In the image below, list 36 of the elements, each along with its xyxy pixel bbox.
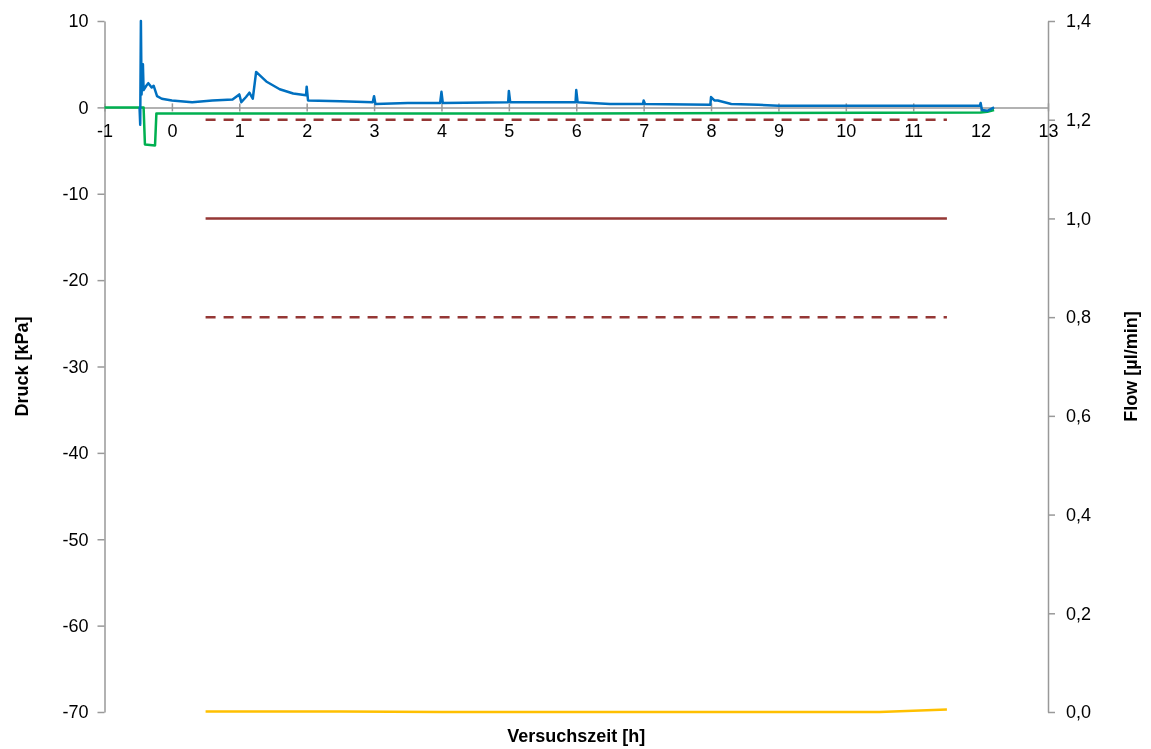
- x-tick-label: 1: [234, 121, 245, 142]
- y2-axis-title: Flow [µl/min]: [1121, 311, 1141, 422]
- x-tick-label: 8: [706, 121, 717, 142]
- x-tick-label: 2: [302, 121, 313, 142]
- y-tick-label: -20: [62, 270, 89, 291]
- y2-tick-label: 0,6: [1066, 406, 1092, 427]
- y-tick-label: -10: [62, 184, 89, 205]
- y-tick-label: -50: [62, 529, 89, 550]
- y2-tick-label: 0,2: [1066, 603, 1092, 624]
- y-axis-title: Druck [kPa]: [12, 316, 32, 417]
- y-tick-label: -70: [62, 702, 89, 723]
- y-tick-label: -30: [62, 356, 89, 377]
- x-tick-label: 11: [904, 121, 924, 142]
- y-tick-label: -60: [62, 615, 89, 636]
- x-tick-label: 3: [369, 121, 380, 142]
- y-tick-label: 10: [68, 11, 89, 32]
- y2-tick-label: 0,0: [1066, 702, 1092, 723]
- x-tick-label: -1: [96, 121, 114, 142]
- x-axis-title: Versuchszeit [h]: [507, 726, 646, 746]
- line-series: [138, 19, 996, 126]
- x-tick-label: 6: [571, 121, 582, 142]
- x-tick-label: 13: [1038, 121, 1059, 142]
- x-tick-label: 5: [504, 121, 515, 142]
- y2-tick-label: 0,4: [1066, 504, 1092, 525]
- y-tick-label: -40: [62, 443, 89, 464]
- x-tick-label: 10: [836, 121, 857, 142]
- x-tick-label: 7: [639, 121, 650, 142]
- x-tick-label: 4: [436, 121, 447, 142]
- y2-tick-label: 0,8: [1066, 307, 1092, 328]
- y2-tick-label: 1,2: [1066, 109, 1092, 130]
- y-tick-label: 0: [78, 97, 89, 118]
- y2-tick-label: 1,0: [1066, 208, 1092, 229]
- x-tick-label: 9: [773, 121, 784, 142]
- x-tick-label: 12: [971, 121, 992, 142]
- x-tick-label: 0: [167, 121, 178, 142]
- y2-tick-label: 1,4: [1066, 11, 1092, 32]
